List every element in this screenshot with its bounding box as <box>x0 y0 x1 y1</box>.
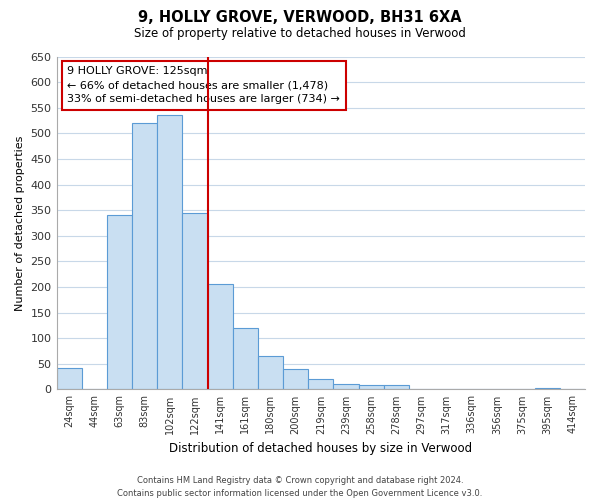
Bar <box>56 368 82 390</box>
Bar <box>383 386 409 390</box>
Bar <box>132 123 157 390</box>
Y-axis label: Number of detached properties: Number of detached properties <box>15 136 25 310</box>
Text: 9, HOLLY GROVE, VERWOOD, BH31 6XA: 9, HOLLY GROVE, VERWOOD, BH31 6XA <box>138 10 462 25</box>
Bar <box>208 284 233 390</box>
Bar <box>107 216 132 390</box>
Bar <box>157 116 182 390</box>
Bar <box>535 388 560 390</box>
Bar <box>283 369 308 390</box>
X-axis label: Distribution of detached houses by size in Verwood: Distribution of detached houses by size … <box>169 442 472 455</box>
Bar <box>308 379 334 390</box>
Bar <box>258 356 283 390</box>
Bar <box>182 212 208 390</box>
Bar <box>359 386 383 390</box>
Bar <box>233 328 258 390</box>
Text: Contains HM Land Registry data © Crown copyright and database right 2024.
Contai: Contains HM Land Registry data © Crown c… <box>118 476 482 498</box>
Text: Size of property relative to detached houses in Verwood: Size of property relative to detached ho… <box>134 28 466 40</box>
Text: 9 HOLLY GROVE: 125sqm
← 66% of detached houses are smaller (1,478)
33% of semi-d: 9 HOLLY GROVE: 125sqm ← 66% of detached … <box>67 66 340 104</box>
Bar <box>334 384 359 390</box>
